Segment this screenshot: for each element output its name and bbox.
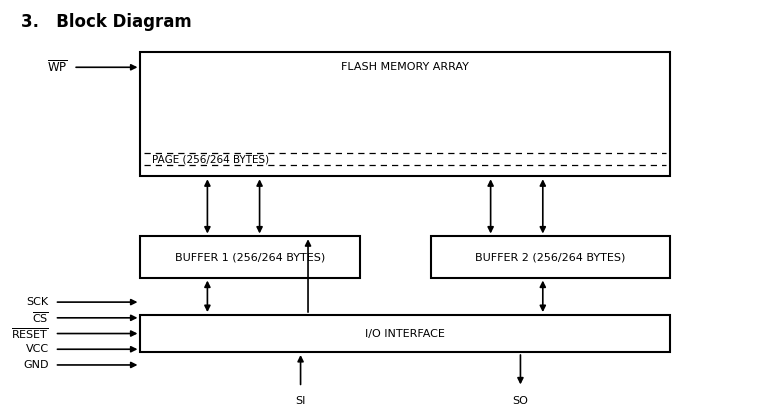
Text: SI: SI <box>296 396 305 406</box>
Bar <box>140 236 360 278</box>
Text: I/O INTERFACE: I/O INTERFACE <box>365 328 445 339</box>
Bar <box>140 52 669 176</box>
Bar <box>431 236 669 278</box>
Bar <box>140 315 669 352</box>
Text: $\overline{\mathrm{CS}}$: $\overline{\mathrm{CS}}$ <box>32 310 49 325</box>
Text: SCK: SCK <box>27 297 49 307</box>
Text: GND: GND <box>23 360 49 370</box>
Text: FLASH MEMORY ARRAY: FLASH MEMORY ARRAY <box>341 62 469 72</box>
Text: SO: SO <box>512 396 528 406</box>
Text: PAGE (256/264 BYTES): PAGE (256/264 BYTES) <box>152 155 268 165</box>
Text: BUFFER 2 (256/264 BYTES): BUFFER 2 (256/264 BYTES) <box>475 252 625 262</box>
Text: VCC: VCC <box>26 344 49 354</box>
Text: $\overline{\mathrm{RESET}}$: $\overline{\mathrm{RESET}}$ <box>11 326 49 341</box>
Text: $\overline{\mathrm{WP}}$: $\overline{\mathrm{WP}}$ <box>46 59 67 75</box>
Text: 3.   Block Diagram: 3. Block Diagram <box>21 13 192 31</box>
Text: BUFFER 1 (256/264 BYTES): BUFFER 1 (256/264 BYTES) <box>175 252 325 262</box>
